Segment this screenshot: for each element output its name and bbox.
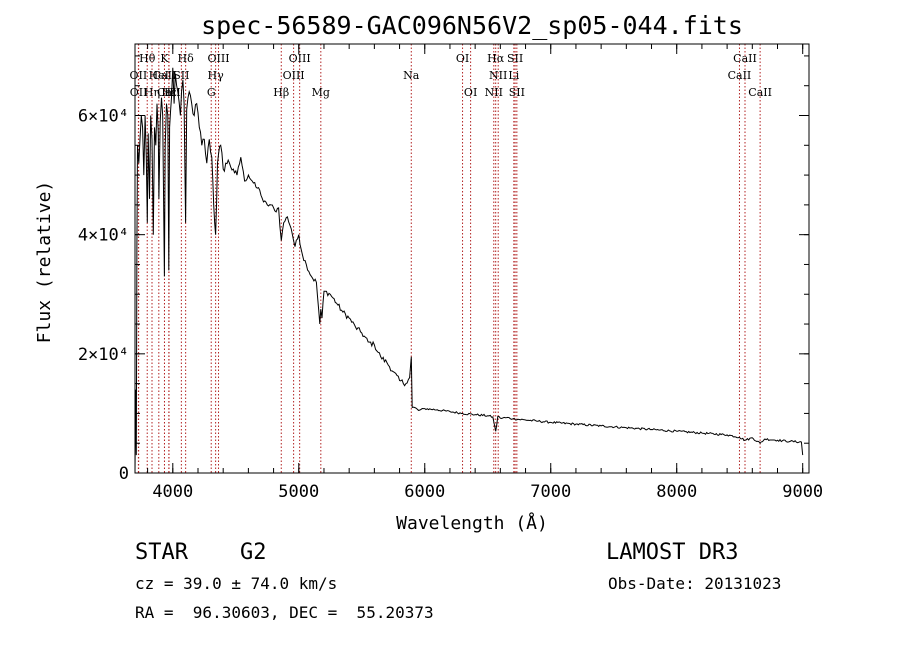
x-tick-label: 6000 bbox=[404, 482, 445, 502]
x-tick-label: 9000 bbox=[782, 482, 823, 502]
y-tick-label: 6×10⁴ bbox=[78, 107, 129, 127]
chart-title: spec-56589-GAC096N56V2_sp05-044.fits bbox=[201, 11, 743, 40]
line-marker-label: OIII bbox=[207, 52, 229, 65]
line-marker-label: K bbox=[160, 52, 169, 65]
obs-date: Obs-Date: 20131023 bbox=[608, 574, 782, 593]
line-marker-label: Li bbox=[508, 69, 519, 82]
line-marker-label: SII bbox=[509, 86, 525, 99]
line-marker-label: Hδ bbox=[178, 52, 195, 65]
line-marker-label: Mg bbox=[312, 86, 330, 99]
line-marker-label: SII bbox=[173, 69, 189, 82]
line-marker-label: Hε bbox=[161, 86, 177, 99]
x-tick-label: 5000 bbox=[278, 482, 319, 502]
line-marker-label: OII bbox=[130, 86, 148, 99]
y-tick-label: 4×10⁴ bbox=[78, 226, 129, 246]
line-marker-label: CaII bbox=[748, 86, 772, 99]
line-marker-label: OIII bbox=[283, 69, 305, 82]
x-tick-label: 7000 bbox=[530, 482, 571, 502]
line-marker-labels: CaII CaII Hε Hδ SII Hγ OIII G Hβ OIII OIII Mg Na OI OI… bbox=[130, 52, 772, 99]
y-tick-label: 2×10⁴ bbox=[78, 345, 129, 365]
redshift-text: cz = 39.0 ± 74.0 km/s bbox=[135, 574, 338, 593]
spectrum-line bbox=[134, 67, 804, 474]
line-markers bbox=[137, 44, 761, 473]
line-marker-label: NII bbox=[489, 69, 507, 82]
line-marker-label: SII bbox=[507, 52, 523, 65]
line-marker-label: Na bbox=[403, 69, 420, 82]
y-tick-label: 0 bbox=[119, 464, 129, 484]
line-marker-label: OI bbox=[464, 86, 477, 99]
line-marker-label: Hθ bbox=[139, 52, 156, 65]
x-tick-label: 4000 bbox=[152, 482, 193, 502]
y-axis-label: Flux (relative) bbox=[34, 181, 55, 344]
object-type: STAR bbox=[135, 540, 188, 565]
line-marker-label: CaII bbox=[153, 69, 177, 82]
coordinates: RA = 96.30603, DEC = 55.20373 bbox=[135, 603, 434, 622]
line-marker-label: H bbox=[164, 86, 174, 99]
line-marker-label: CaII bbox=[728, 69, 752, 82]
line-marker-label: OI bbox=[456, 52, 469, 65]
line-marker-label: Hγ bbox=[208, 69, 225, 82]
plot-frame bbox=[134, 43, 810, 474]
line-marker-label: NII bbox=[485, 86, 503, 99]
line-marker-label: HeI bbox=[149, 69, 169, 82]
subclass: G2 bbox=[240, 540, 267, 565]
line-marker-label: Hα bbox=[487, 52, 505, 65]
line-marker-label: Hη bbox=[144, 86, 160, 99]
x-axis-ticks: 4000 5000 6000 7000 8000 9000 bbox=[147, 44, 823, 502]
line-marker-label: CaII bbox=[733, 52, 757, 65]
line-marker-label: OIII bbox=[289, 52, 311, 65]
line-marker-label: Hβ bbox=[273, 86, 289, 99]
y-axis-ticks: 0 2×10⁴ 4×10⁴ 6×10⁴ bbox=[78, 55, 809, 484]
survey-name: LAMOST DR3 bbox=[606, 540, 739, 565]
line-marker-label: OII bbox=[130, 69, 148, 82]
x-axis-label: Wavelength (Å) bbox=[396, 512, 548, 534]
line-marker-label: G bbox=[207, 86, 216, 99]
x-tick-label: 8000 bbox=[656, 482, 697, 502]
